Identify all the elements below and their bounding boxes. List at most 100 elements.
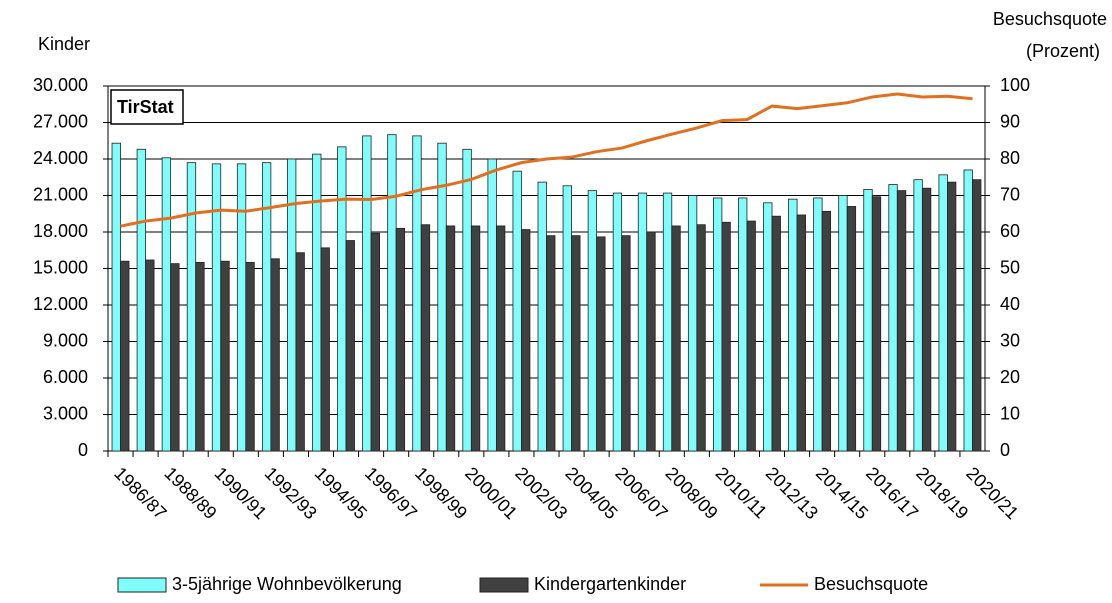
y2-tick-label: 30 — [1000, 330, 1020, 350]
bar — [245, 262, 255, 452]
bar — [921, 187, 932, 452]
bar — [646, 231, 656, 452]
bar — [662, 192, 673, 452]
y2-tick-label: 20 — [1000, 367, 1020, 387]
bar — [220, 260, 230, 452]
bar — [295, 252, 305, 452]
bar — [521, 229, 531, 452]
bar — [938, 174, 948, 452]
bar — [871, 196, 882, 452]
x-tick-label: 1986/87 — [110, 463, 170, 523]
x-tick-label: 2020/21 — [962, 463, 1022, 523]
bar — [236, 163, 247, 452]
x-tick-label: 2008/09 — [662, 463, 722, 523]
x-tick-label: 2004/05 — [561, 463, 621, 523]
bar — [345, 240, 355, 452]
bar — [637, 192, 648, 452]
x-tick-label: 2006/07 — [611, 463, 671, 523]
y-tick-label: 15.000 — [33, 257, 88, 277]
y-tick-label: 0 — [78, 440, 88, 460]
x-tick-label: 2012/13 — [762, 463, 822, 523]
y-tick-label: 3.000 — [43, 403, 88, 423]
bar — [913, 179, 923, 452]
bar — [495, 225, 506, 452]
y-tick-label: 24.000 — [33, 148, 88, 168]
bar — [546, 235, 556, 452]
x-tick-label: 2010/11 — [712, 463, 771, 522]
bar — [462, 148, 472, 452]
bar — [186, 162, 197, 452]
bar — [270, 258, 280, 452]
bar — [362, 135, 372, 452]
x-tick-label: 2016/17 — [862, 463, 922, 523]
bar — [487, 158, 497, 452]
bar — [788, 198, 798, 452]
x-tick-label: 2014/15 — [812, 463, 872, 523]
y-tick-label: 6.000 — [43, 367, 88, 387]
annotation: TirStat — [117, 97, 174, 117]
bar — [621, 235, 631, 452]
bar — [537, 181, 547, 452]
bar — [195, 262, 205, 452]
bar — [312, 153, 322, 452]
bar — [320, 247, 330, 452]
y-tick-label: 12.000 — [33, 294, 88, 314]
y2-axis-label: Besuchsquote — [993, 9, 1107, 29]
x-tick-label: 1994/95 — [311, 463, 371, 523]
y2-tick-label: 40 — [1000, 294, 1020, 314]
bar — [863, 189, 873, 452]
x-tick-label: 1992/93 — [261, 463, 321, 523]
bar — [888, 184, 898, 452]
y-axis-label: Kinder — [38, 34, 90, 54]
bar — [512, 170, 522, 452]
legend-label: Besuchsquote — [814, 574, 928, 594]
bar — [813, 197, 823, 452]
bar — [696, 224, 706, 452]
y2-tick-label: 60 — [1000, 221, 1020, 241]
x-tick-label: 2018/19 — [912, 463, 972, 523]
legend-swatch — [479, 577, 529, 593]
y-tick-label: 18.000 — [33, 221, 88, 241]
y2-axis-label: (Prozent) — [1026, 41, 1100, 61]
bar — [395, 227, 406, 452]
x-tick-label: 1996/97 — [361, 463, 421, 523]
bar — [111, 142, 121, 452]
y-tick-label: 30.000 — [33, 75, 88, 95]
y2-tick-label: 0 — [1000, 440, 1010, 460]
bar — [145, 259, 155, 452]
bar — [947, 181, 957, 452]
bar — [671, 225, 681, 452]
bar — [821, 210, 832, 452]
y-tick-label: 21.000 — [33, 184, 88, 204]
y2-tick-label: 10 — [1000, 403, 1020, 423]
x-tick-label: 1998/99 — [411, 463, 471, 523]
bar — [612, 192, 623, 452]
bar — [571, 235, 581, 452]
y-tick-label: 27.000 — [33, 111, 88, 131]
bar — [170, 263, 180, 452]
y-tick-label: 9.000 — [43, 330, 88, 350]
bar — [746, 220, 756, 452]
bar — [963, 169, 973, 452]
bar — [738, 197, 748, 452]
bar — [771, 215, 781, 452]
legend-label: 3-5jährige Wohnbevölkerung — [172, 574, 402, 594]
annotation-box — [110, 89, 184, 125]
bar — [838, 195, 848, 452]
bar — [387, 134, 397, 452]
bar — [161, 157, 172, 452]
y2-tick-label: 70 — [1000, 184, 1020, 204]
bar — [412, 135, 422, 452]
x-tick-label: 2000/01 — [461, 463, 521, 523]
x-tick-label: 1988/89 — [160, 463, 220, 523]
bar — [763, 202, 773, 452]
bar — [120, 260, 130, 452]
bar — [420, 224, 431, 452]
bar — [470, 225, 481, 452]
y2-tick-label: 80 — [1000, 148, 1020, 168]
line — [120, 92, 973, 228]
legend-label: Kindergartenkinder — [534, 574, 686, 594]
bar — [896, 190, 907, 452]
bar — [136, 148, 146, 452]
bar — [687, 195, 698, 452]
